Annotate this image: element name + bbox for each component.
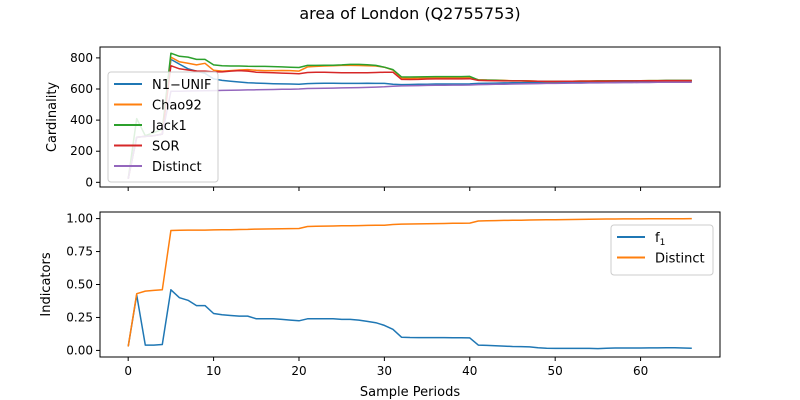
indicators-y-tick-label: 0.25	[66, 310, 93, 324]
cardinality-legend-label-jack1: Jack1	[151, 119, 187, 134]
indicators-y-tick-label: 0.50	[66, 278, 93, 292]
cardinality-legend-label-n1-unif: N1−UNIF	[152, 78, 211, 93]
indicators-y-tick-label: 1.00	[66, 212, 93, 226]
cardinality-y-tick-label: 200	[70, 144, 93, 158]
cardinality-series	[127, 52, 692, 180]
cardinality-y-tick-label: 400	[70, 113, 93, 127]
indicators-series-line-distinct	[127, 217, 692, 347]
indicators-y-tick-label: 0.75	[66, 245, 93, 259]
indicators-x-tick-label: 50	[548, 364, 563, 378]
cardinality-y-tick-label: 600	[70, 82, 93, 96]
cardinality-axes-frame	[99, 46, 721, 188]
indicators-legend-label-distinct: Distinct	[655, 252, 705, 267]
figure-title: area of London (Q2755753)	[299, 4, 520, 23]
sample-periods-x-axis-label: Sample Periods	[360, 385, 460, 400]
indicators-series	[127, 217, 692, 350]
cardinality-legend-label-sor: SOR	[152, 140, 180, 155]
cardinality-y-axis-label: Cardinality	[45, 82, 60, 153]
indicators-legend-box	[610, 224, 714, 276]
cardinality-y-tick-label: 800	[70, 51, 93, 65]
indicators-x-tick-label: 60	[633, 364, 648, 378]
indicators-x-tick-label: 0	[124, 364, 132, 378]
cardinality-legend-label-distinct: Distinct	[152, 160, 202, 175]
cardinality-legend-label-chao92: Chao92	[152, 99, 202, 114]
indicators-x-tick-label: 20	[291, 364, 306, 378]
indicators-x-tick-label: 30	[377, 364, 392, 378]
indicators-x-tick-label: 40	[462, 364, 477, 378]
indicators-ticks: 0 10 20 30 40 50 60 0.00 0.25 0.50 0.75 1.00	[66, 212, 648, 378]
indicators-y-axis-label: Indicators	[39, 252, 54, 316]
indicators-series-line-f1	[127, 289, 692, 350]
indicators-x-tick-label: 10	[206, 364, 221, 378]
cardinality-panel: 0 200 400 600 800 Cardinality N1−UNIF Chao92 J…	[45, 46, 721, 191]
cardinality-ticks: 0 200 400 600 800	[70, 51, 642, 191]
cardinality-legend: N1−UNIF Chao92 Jack1 SOR Distinct	[107, 71, 219, 183]
indicators-y-tick-label: 0.00	[66, 343, 93, 357]
indicators-legend: f1 Distinct	[610, 224, 714, 276]
cardinality-series-line-n1-unif	[127, 58, 692, 180]
cardinality-legend-box	[107, 71, 219, 183]
indicators-panel: 0 10 20 30 40 50 60 0.00 0.25 0.50 0.75 1.00 Indica…	[39, 211, 721, 400]
indicators-legend-label-f1: f1	[655, 231, 665, 248]
cardinality-series-line-sor	[127, 64, 692, 180]
cardinality-series-line-distinct	[127, 81, 692, 180]
cardinality-y-tick-label: 0	[85, 175, 93, 189]
